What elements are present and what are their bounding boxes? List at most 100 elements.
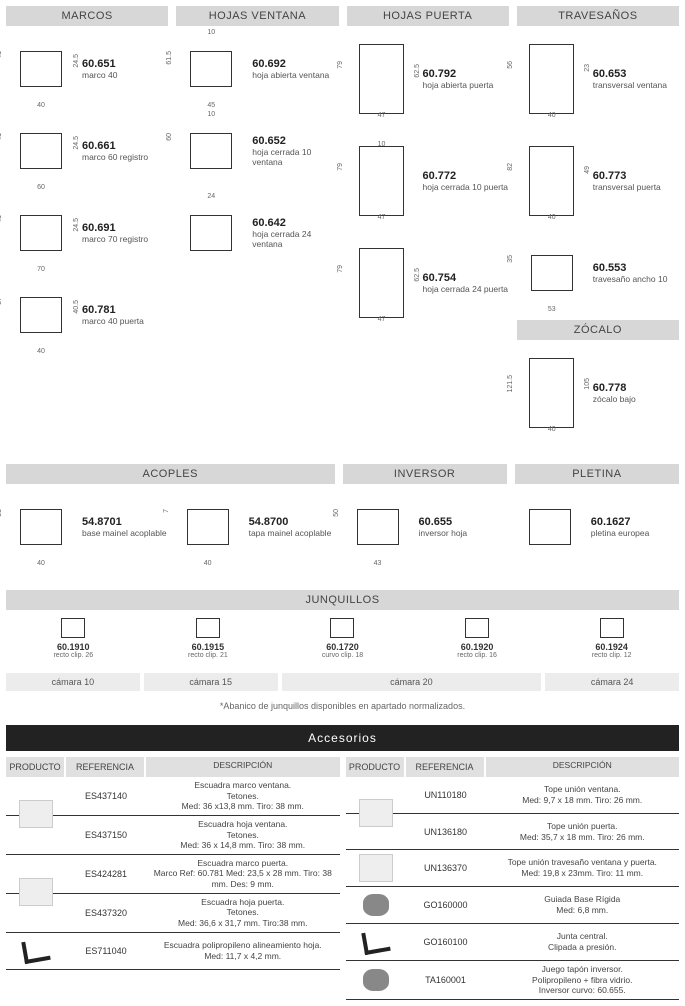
camara-row: cámara 10cámara 15cámara 20cámara 24 bbox=[6, 673, 679, 691]
profile-code: 60.642 bbox=[252, 217, 338, 229]
product-icon bbox=[361, 929, 390, 955]
profile-name: hoja cerrada 10 puerta bbox=[423, 182, 509, 192]
acc-product-icon-cell bbox=[346, 850, 406, 886]
profile-code: 54.8700 bbox=[249, 516, 332, 528]
junquillos-header: Junquillos bbox=[6, 590, 679, 610]
profile-item: 40 57 40.5 60.781 marco 40 puerta bbox=[6, 280, 168, 350]
acc-header-referencia: Referencia bbox=[66, 757, 146, 777]
profile-drawing: 40 82 49 bbox=[517, 151, 587, 211]
profile-text: 60.778 zócalo bajo bbox=[593, 382, 679, 404]
acc-description: Escuadra polipropileno alineamiento hoja… bbox=[146, 937, 340, 964]
profile-text: 60.1627 pletina europea bbox=[591, 516, 679, 538]
profile-text: 60.773 transversal puerta bbox=[593, 170, 679, 192]
acc-product-icon-cell bbox=[6, 778, 66, 850]
acc-header-descripcion: Descripción bbox=[486, 757, 680, 777]
junquillo-item: 60.1910 recto clip. 26 bbox=[6, 618, 141, 659]
acc-row: ES424281 Escuadra marco puerta.Marco Ref… bbox=[6, 855, 340, 894]
acc-reference: UN136180 bbox=[406, 827, 486, 837]
product-icon bbox=[363, 894, 389, 916]
profile-item: 70 41 24.5 60.691 marco 70 registro bbox=[6, 198, 168, 268]
profile-drawing: 40 121.5 105 bbox=[517, 363, 587, 423]
section-header: Marcos bbox=[6, 6, 168, 26]
profile-name: hoja cerrada 10 ventana bbox=[252, 147, 338, 167]
acc-product-icon-cell bbox=[346, 887, 406, 923]
profile-item: 47 79 62.5 60.792 hoja abierta puerta bbox=[347, 34, 509, 124]
profile-code: 60.754 bbox=[423, 272, 509, 284]
profile-column: Hojas Puerta 47 79 62.5 60.792 hoja abie… bbox=[347, 6, 509, 450]
profile-name: hoja cerrada 24 ventana bbox=[252, 229, 338, 249]
profile-name: tapa mainel acoplable bbox=[249, 528, 332, 538]
profile-text: 60.651 marco 40 bbox=[82, 58, 168, 80]
profile-name: transversal puerta bbox=[593, 182, 679, 192]
profile-drawing: 60 41 24.5 bbox=[6, 121, 76, 181]
section-header: Hojas Puerta bbox=[347, 6, 509, 26]
profile-text: 54.8701 base mainel acoplable bbox=[82, 516, 167, 538]
acc-product-icon-cell bbox=[346, 924, 406, 960]
acc-header-row: Producto Referencia Descripción bbox=[6, 757, 340, 777]
profile-drawing: 10 60 bbox=[176, 121, 246, 181]
section-header: Acoples bbox=[6, 464, 335, 484]
acc-row: GO160000 Guiada Base RígidaMed: 6,8 mm. bbox=[346, 887, 680, 924]
profile-drawing: 40 41 24.5 bbox=[6, 39, 76, 99]
profile-drawing: 47 79 62.5 bbox=[347, 253, 417, 313]
profile-code: 60.653 bbox=[593, 68, 679, 80]
profile-name: base mainel acoplable bbox=[82, 528, 167, 538]
profile-name: transversal ventana bbox=[593, 80, 679, 90]
mid-column: Acoples 40 53 54.8701 base mainel acopla… bbox=[6, 464, 335, 574]
acc-description: Escuadra hoja puerta.Tetones.Med: 36,6 x… bbox=[146, 894, 340, 932]
acc-description: Tope unión puerta.Med: 35,7 x 18 mm. Tir… bbox=[486, 818, 680, 845]
profile-name: hoja abierta puerta bbox=[423, 80, 509, 90]
profile-text: 60.652 hoja cerrada 10 ventana bbox=[252, 135, 338, 167]
profile-column: Marcos 40 41 24.5 60.651 marco 40 60 41 … bbox=[6, 6, 168, 450]
profile-name: marco 40 puerta bbox=[82, 316, 168, 326]
profile-code: 60.792 bbox=[423, 68, 509, 80]
profile-name: marco 70 registro bbox=[82, 234, 168, 244]
junquillo-item: 60.1920 recto clip. 16 bbox=[410, 618, 545, 659]
acc-header-producto: Producto bbox=[346, 757, 406, 777]
profile-item: 24 60.642 hoja cerrada 24 ventana bbox=[176, 198, 338, 268]
junquillos-row: 60.1910 recto clip. 26 60.1915 recto cli… bbox=[6, 610, 679, 667]
profile-name: hoja cerrada 24 puerta bbox=[423, 284, 509, 294]
profile-name: marco 40 bbox=[82, 70, 168, 80]
profile-text: 60.653 transversal ventana bbox=[593, 68, 679, 90]
junquillo-code: 60.1924 bbox=[544, 642, 679, 652]
mid-column: Pletina 60.1627 pletina europea bbox=[515, 464, 679, 574]
profile-text: 60.781 marco 40 puerta bbox=[82, 304, 168, 326]
junquillo-sub: recto clip. 26 bbox=[6, 652, 141, 659]
profile-drawing: 43 50 bbox=[343, 497, 413, 557]
acc-header-referencia: Referencia bbox=[406, 757, 486, 777]
acc-row: ES711040 Escuadra polipropileno alineami… bbox=[6, 933, 340, 970]
profile-item: 40 53 54.8701 base mainel acoplable bbox=[6, 492, 167, 562]
acc-reference: ES437140 bbox=[66, 791, 146, 801]
product-icon bbox=[21, 937, 50, 963]
junquillo-item: 60.1924 recto clip. 12 bbox=[544, 618, 679, 659]
acc-row: UN136370 Tope unión travesaño ventana y … bbox=[346, 850, 680, 887]
acc-reference: UN110180 bbox=[406, 790, 486, 800]
accesorios-header: Accesorios bbox=[6, 725, 679, 751]
profile-columns: Marcos 40 41 24.5 60.651 marco 40 60 41 … bbox=[6, 6, 679, 450]
junquillo-shape-icon bbox=[330, 618, 354, 638]
acc-header-producto: Producto bbox=[6, 757, 66, 777]
profile-code: 60.773 bbox=[593, 170, 679, 182]
acc-reference: ES437320 bbox=[66, 908, 146, 918]
camara-cell: cámara 15 bbox=[144, 673, 278, 691]
acc-product-icon-cell bbox=[6, 856, 66, 928]
profile-drawing: 40 57 40.5 bbox=[6, 285, 76, 345]
camara-cell: cámara 24 bbox=[545, 673, 679, 691]
acc-description: Escuadra hoja ventana.Tetones.Med: 36 x … bbox=[146, 816, 340, 854]
acc-reference: GO160100 bbox=[406, 937, 486, 947]
accesorios-table-left: Producto Referencia Descripción ES437140… bbox=[6, 757, 340, 1000]
junquillo-code: 60.1915 bbox=[141, 642, 276, 652]
profile-drawing: 40 53 bbox=[6, 497, 76, 557]
product-icon bbox=[19, 800, 53, 828]
profile-code: 60.655 bbox=[419, 516, 507, 528]
profile-item: 40 121.5 105 60.778 zócalo bajo bbox=[517, 348, 679, 438]
profile-text: 60.553 travesaño ancho 10 bbox=[593, 262, 679, 284]
profile-name: travesaño ancho 10 bbox=[593, 274, 679, 284]
acc-row: UN110180 Tope unión ventana.Med: 9,7 x 1… bbox=[346, 777, 680, 814]
profile-code: 60.652 bbox=[252, 135, 338, 147]
junquillo-sub: recto clip. 21 bbox=[141, 652, 276, 659]
acc-product-icon-cell bbox=[6, 933, 66, 969]
profile-drawing: 53 35 bbox=[517, 243, 587, 303]
profile-code: 60.781 bbox=[82, 304, 168, 316]
